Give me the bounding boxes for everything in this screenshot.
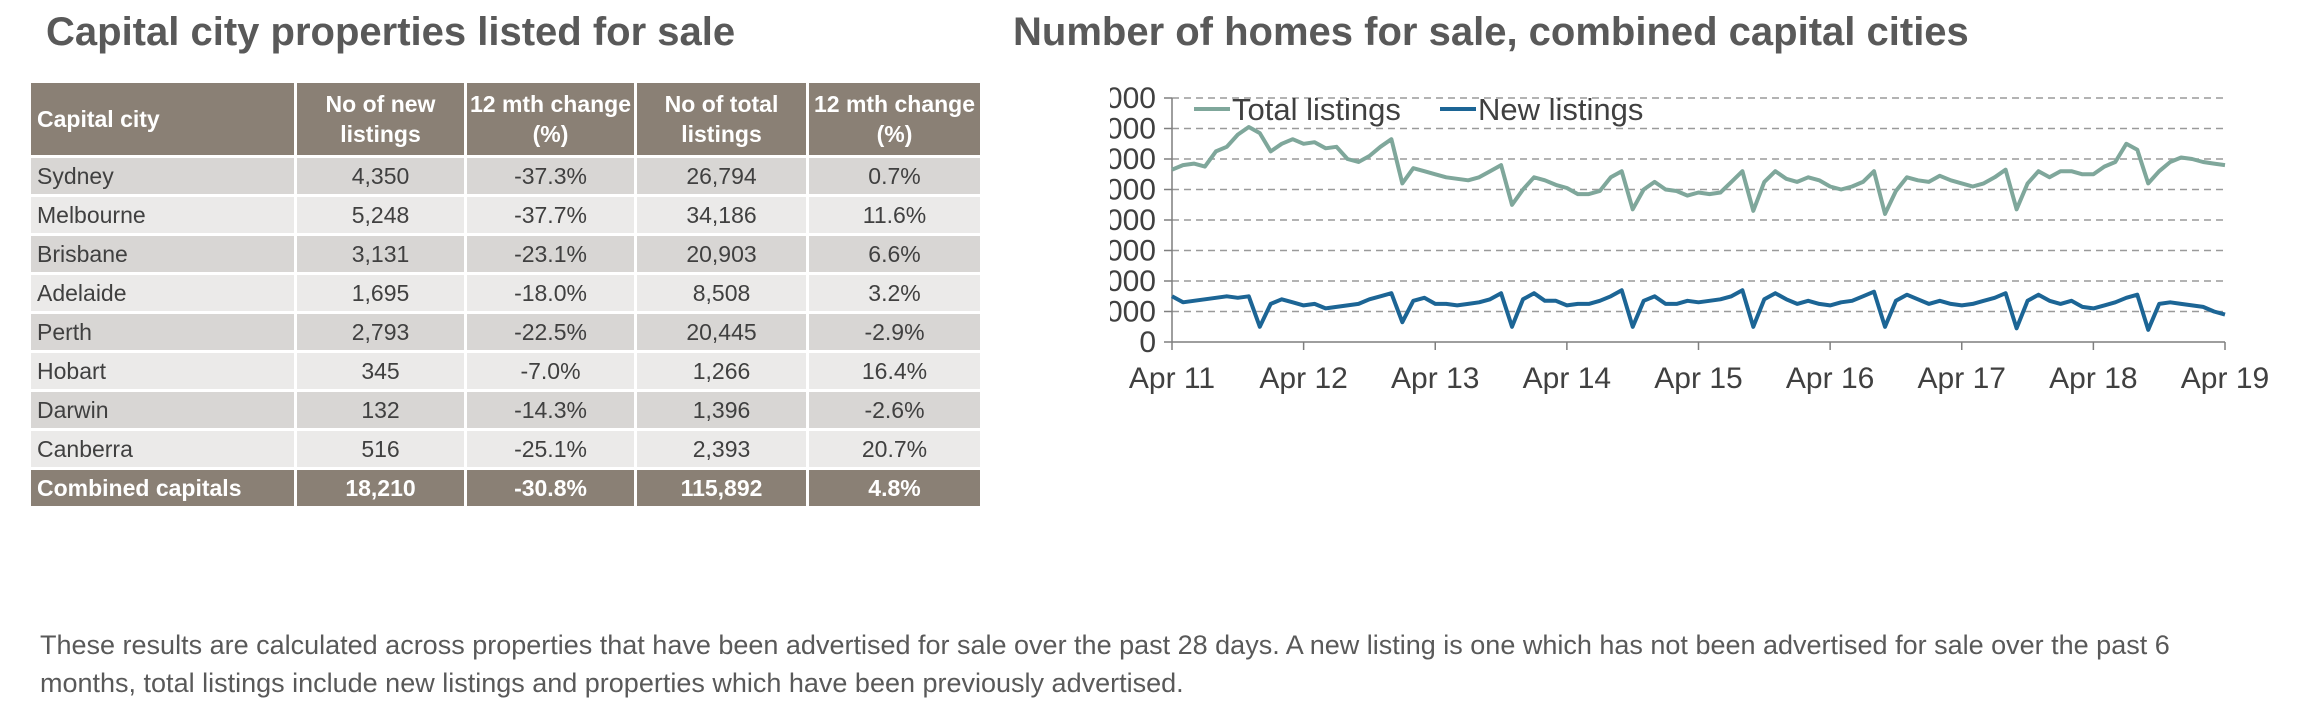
- footnote: These results are calculated across prop…: [40, 630, 2170, 698]
- cell-total-change: 16.4%: [806, 350, 983, 392]
- cell-city: Darwin: [28, 389, 297, 431]
- y-tick-label: 80,000: [1110, 204, 1156, 237]
- cell-total-change: -2.6%: [806, 389, 983, 431]
- table-row: Darwin 132 -14.3% 1,396 -2.6%: [28, 389, 983, 431]
- x-tick-label: Apr 12: [1259, 362, 1347, 395]
- total-total-change: 4.8%: [806, 467, 983, 509]
- header-total-change: 12 mth change (%): [806, 80, 983, 158]
- cell-total-listings: 20,903: [634, 233, 809, 275]
- legend-label-total-listings: Total listings: [1232, 92, 1401, 127]
- cell-new-listings: 2,793: [294, 311, 467, 353]
- y-tick-label: 100,000: [1110, 174, 1156, 207]
- table-row: Adelaide 1,695 -18.0% 8,508 3.2%: [28, 272, 983, 314]
- x-tick-label: Apr 17: [1918, 362, 2006, 395]
- cell-total-listings: 26,794: [634, 155, 809, 197]
- cell-total-change: 0.7%: [806, 155, 983, 197]
- y-tick-labels: 020,00040,00060,00080,000100,000120,0001…: [1110, 82, 1156, 359]
- table-row: Brisbane 3,131 -23.1% 20,903 6.6%: [28, 233, 983, 275]
- table-row: Melbourne 5,248 -37.7% 34,186 11.6%: [28, 194, 983, 236]
- x-tick-label: Apr 18: [2049, 362, 2137, 395]
- total-city: Combined capitals: [28, 467, 297, 509]
- total-new-change: -30.8%: [464, 467, 637, 509]
- cell-city: Adelaide: [28, 272, 297, 314]
- x-tick-label: Apr 13: [1391, 362, 1479, 395]
- cell-city: Sydney: [28, 155, 297, 197]
- series-line-new-listings: [1171, 288, 2226, 332]
- header-new-change: 12 mth change (%): [464, 80, 637, 158]
- listings-table: Capital city No of new listings 12 mth c…: [28, 80, 983, 509]
- table-row: Sydney 4,350 -37.3% 26,794 0.7%: [28, 155, 983, 197]
- y-tick-label: 60,000: [1110, 235, 1156, 268]
- cell-new-listings: 345: [294, 350, 467, 392]
- total-new-listings: 18,210: [294, 467, 467, 509]
- cell-new-change: -25.1%: [464, 428, 637, 470]
- y-tick-label: 140,000: [1110, 113, 1156, 146]
- cell-new-listings: 5,248: [294, 194, 467, 236]
- legend-label-new-listings: New listings: [1478, 92, 1643, 127]
- cell-new-change: -23.1%: [464, 233, 637, 275]
- y-tick-label: 160,000: [1110, 82, 1156, 115]
- cell-total-listings: 34,186: [634, 194, 809, 236]
- cell-total-change: 11.6%: [806, 194, 983, 236]
- cell-city: Perth: [28, 311, 297, 353]
- table-total-row: Combined capitals 18,210 -30.8% 115,892 4.8%: [28, 467, 983, 509]
- x-tick-label: Apr 11: [1129, 362, 1215, 395]
- x-tick-labels: Apr 11 Apr 12 Apr 13 Apr 14 Apr 15 Apr 16 Apr …: [1129, 362, 2269, 395]
- table-row: Hobart 345 -7.0% 1,266 16.4%: [28, 350, 983, 392]
- cell-city: Brisbane: [28, 233, 297, 275]
- y-tick-label: 40,000: [1110, 265, 1156, 298]
- cell-new-listings: 4,350: [294, 155, 467, 197]
- x-tick-label: Apr 16: [1786, 362, 1874, 395]
- y-tick-label: 20,000: [1110, 296, 1156, 329]
- header-new-listings: No of new listings: [294, 80, 467, 158]
- cell-new-change: -7.0%: [464, 350, 637, 392]
- y-tick-label: 120,000: [1110, 143, 1156, 176]
- series-line-total-listings: [1171, 125, 2226, 216]
- cell-new-listings: 1,695: [294, 272, 467, 314]
- cell-new-change: -22.5%: [464, 311, 637, 353]
- cell-new-listings: 3,131: [294, 233, 467, 275]
- chart-gridlines: [1172, 97, 2225, 313]
- chart-axes: [1164, 97, 2226, 350]
- cell-total-listings: 8,508: [634, 272, 809, 314]
- cell-total-listings: 2,393: [634, 428, 809, 470]
- x-tick-label: Apr 14: [1523, 362, 1611, 395]
- x-tick-label: Apr 15: [1654, 362, 1742, 395]
- table-title: Capital city properties listed for sale: [46, 10, 736, 54]
- cell-new-change: -18.0%: [464, 272, 637, 314]
- cell-city: Hobart: [28, 350, 297, 392]
- cell-new-change: -14.3%: [464, 389, 637, 431]
- cell-total-listings: 20,445: [634, 311, 809, 353]
- cell-total-change: -2.9%: [806, 311, 983, 353]
- table-body: Sydney 4,350 -37.3% 26,794 0.7% Melbourne 5,24…: [28, 155, 983, 509]
- cell-new-listings: 132: [294, 389, 467, 431]
- chart-title: Number of homes for sale, combined capit…: [1013, 10, 1969, 54]
- x-tick-label: Apr 19: [2181, 362, 2269, 395]
- chart-legend: Total listings New listings: [1194, 92, 1643, 127]
- cell-total-listings: 1,396: [634, 389, 809, 431]
- cell-new-change: -37.7%: [464, 194, 637, 236]
- cell-total-change: 20.7%: [806, 428, 983, 470]
- listings-line-chart: 020,00040,00060,00080,000100,000120,0001…: [1110, 82, 2269, 395]
- y-tick-label: 0: [1139, 326, 1156, 359]
- cell-total-change: 3.2%: [806, 272, 983, 314]
- table-row: Perth 2,793 -22.5% 20,445 -2.9%: [28, 311, 983, 353]
- cell-total-change: 6.6%: [806, 233, 983, 275]
- cell-new-listings: 516: [294, 428, 467, 470]
- cell-city: Melbourne: [28, 194, 297, 236]
- table-header-row: Capital city No of new listings 12 mth c…: [28, 80, 983, 158]
- chart-series: [1171, 125, 2226, 332]
- cell-new-change: -37.3%: [464, 155, 637, 197]
- total-total-listings: 115,892: [634, 467, 809, 509]
- cell-total-listings: 1,266: [634, 350, 809, 392]
- table-row: Canberra 516 -25.1% 2,393 20.7%: [28, 428, 983, 470]
- header-capital-city: Capital city: [28, 80, 297, 158]
- header-total-listings: No of total listings: [634, 80, 809, 158]
- cell-city: Canberra: [28, 428, 297, 470]
